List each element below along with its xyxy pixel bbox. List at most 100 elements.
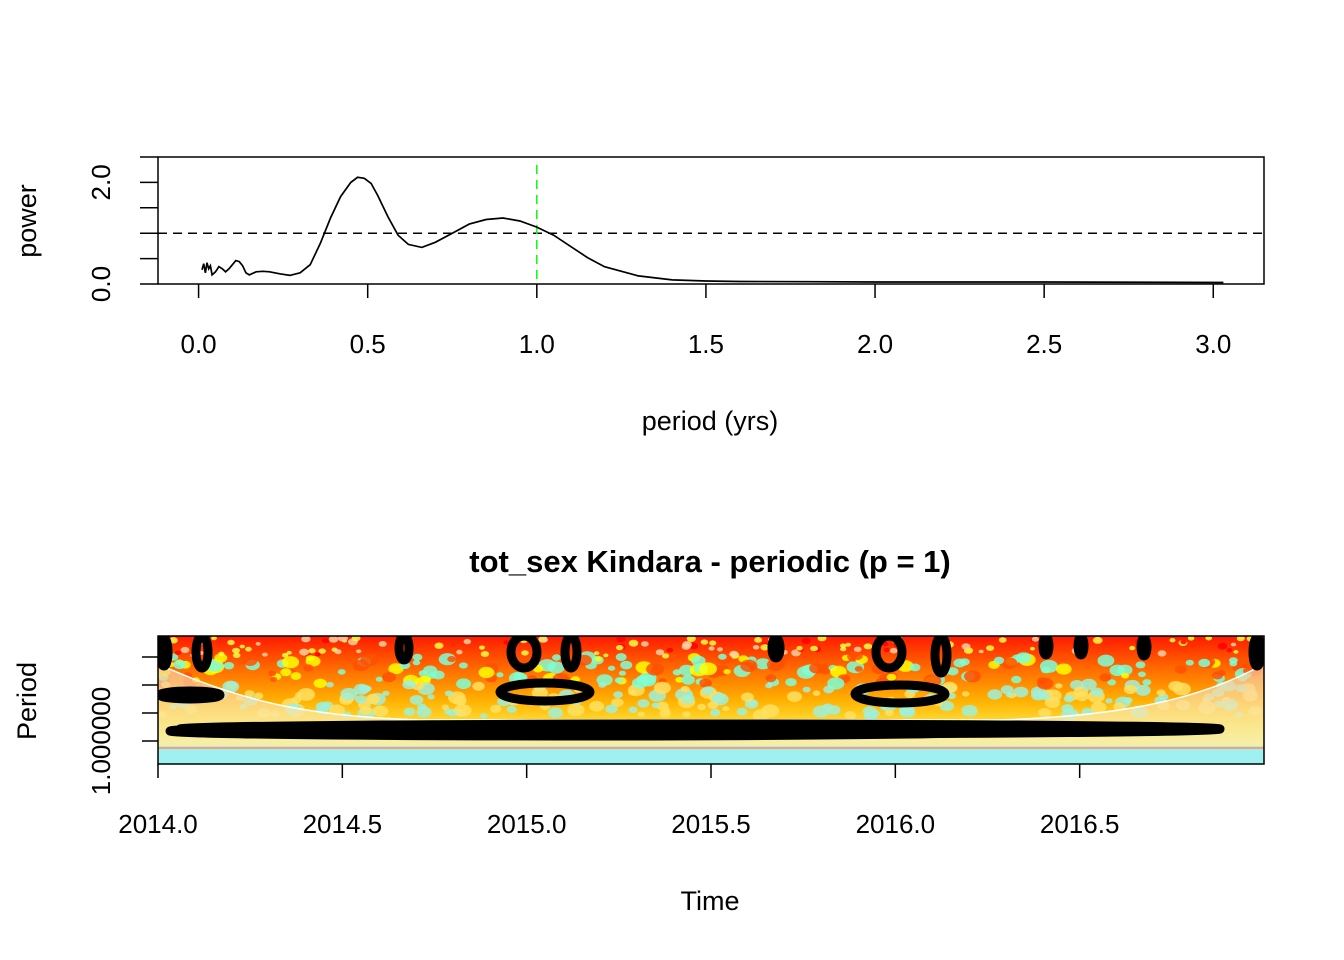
heatmap-cell (232, 652, 241, 658)
heatmap-cell (603, 653, 609, 658)
heatmap-cell (180, 646, 190, 654)
heatmap-cell (447, 656, 457, 663)
heatmap-cell (1226, 648, 1233, 653)
heatmap-cell (1180, 639, 1187, 645)
heatmap-cell (372, 705, 389, 717)
heatmap-cell (754, 637, 763, 643)
heatmap-cell (710, 708, 721, 717)
heatmap-cell (355, 695, 368, 704)
wavelet-heatmap (158, 636, 1264, 764)
heatmap-cell (978, 649, 984, 654)
heatmap-cell (1090, 687, 1104, 697)
heatmap-cell (616, 636, 626, 643)
heatmap-cell (998, 637, 1007, 643)
heatmap-cell (760, 644, 770, 651)
heatmap-cell (1029, 646, 1035, 651)
heatmap-cell (709, 640, 717, 646)
y-tick-label: 2.0 (86, 164, 116, 200)
y-axis: 1.000000 (86, 656, 158, 795)
heatmap-cell (1123, 684, 1137, 695)
heatmap-cell (547, 661, 565, 674)
heatmap-cell (594, 656, 602, 662)
heatmap-cell (698, 662, 718, 676)
heatmap-cell (1198, 658, 1211, 668)
heatmap-cell (290, 672, 302, 680)
heatmap-cell (1230, 642, 1237, 647)
x-tick-label: 2016.0 (856, 809, 936, 839)
heatmap-cell (886, 673, 897, 681)
heatmap-cell (270, 676, 278, 682)
heatmap-cell (964, 670, 981, 683)
heatmap-cell (653, 681, 672, 695)
heatmap-cell (986, 645, 995, 651)
heatmap-cell (840, 646, 847, 652)
heatmap-cell (1005, 692, 1013, 698)
heatmap-cell (490, 704, 502, 713)
heatmap-cell (863, 643, 873, 650)
heatmap-cell (314, 652, 321, 657)
heatmap-cell (174, 650, 181, 655)
heatmap-cell (412, 659, 421, 666)
heatmap-cell (614, 677, 624, 684)
heatmap-cell (1156, 689, 1166, 696)
heatmap-cell (655, 649, 665, 656)
heatmap-cell (375, 676, 383, 682)
x-axis-label: period (yrs) (642, 406, 779, 436)
heatmap-cell (1233, 650, 1239, 654)
heatmap-cell (697, 703, 707, 711)
heatmap-cell (766, 658, 785, 672)
heatmap-cell (427, 694, 435, 700)
heatmap-cell (909, 663, 921, 672)
heatmap-cell (787, 691, 802, 702)
y-tick-label: 1.000000 (86, 687, 116, 795)
heatmap-cell (548, 707, 563, 718)
heatmap-cell (382, 672, 397, 683)
heatmap-cell (286, 650, 292, 655)
heatmap-cell (1037, 677, 1054, 690)
heatmap-cell (540, 637, 548, 643)
heatmap-cell (255, 641, 261, 646)
heatmap-cell (1212, 671, 1223, 680)
heatmap-cell (1055, 683, 1063, 689)
y-axis-label: Period (12, 662, 42, 740)
x-tick-label: 0.5 (350, 329, 386, 359)
heatmap-cell (1039, 659, 1058, 673)
heatmap-cell (740, 692, 754, 702)
heatmap-cell (340, 687, 358, 701)
heatmap-cell (356, 649, 362, 654)
heatmap-cell (605, 704, 618, 714)
heatmap-cell (717, 647, 723, 652)
heatmap-cell (232, 647, 240, 654)
heatmap-cell (765, 682, 773, 689)
heatmap-cell (409, 695, 424, 705)
heatmap-cell (672, 669, 682, 676)
heatmap-cell (358, 684, 371, 694)
heatmap-cell (441, 704, 450, 710)
heatmap-cell (620, 660, 633, 670)
x-tick-label: 2014.5 (303, 809, 383, 839)
heatmap-cell (722, 706, 730, 712)
heatmap-cell (552, 654, 561, 661)
x-tick-label: 2014.0 (118, 809, 198, 839)
heatmap-cell (1099, 673, 1112, 682)
heatmap-cell (1205, 636, 1212, 641)
heatmap-cell (313, 678, 327, 688)
heatmap-cell (675, 676, 684, 683)
heatmap-cell (1105, 698, 1113, 704)
heatmap-cell (667, 654, 678, 662)
heatmap-cell (752, 645, 760, 650)
heatmap-cell (615, 644, 624, 651)
heatmap-cell (607, 665, 616, 671)
y-axis-label: power (12, 184, 42, 258)
heatmap-cell (628, 689, 637, 696)
plot-frame (157, 156, 1265, 285)
heatmap-cell (796, 645, 803, 651)
heatmap-cell (939, 700, 954, 712)
heatmap-cell (297, 688, 316, 701)
heatmap-cell (352, 659, 369, 672)
heatmap-cell (244, 690, 255, 698)
heatmap-cell (662, 707, 671, 714)
heatmap-cell (1121, 672, 1130, 679)
heatmap-cell (736, 707, 748, 716)
heatmap-cell (1172, 682, 1191, 696)
